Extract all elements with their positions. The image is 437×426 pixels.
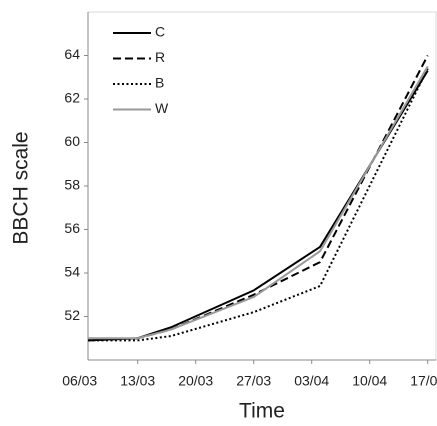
series-line [88,68,429,342]
y-tick-label: 62 [64,90,80,106]
legend-label: B [155,75,164,91]
x-tick-label: 13/03 [120,373,155,389]
legend-label: W [155,100,169,116]
legend-label: C [155,24,165,40]
y-tick-label: 58 [64,177,80,193]
y-tick-label: 54 [64,264,80,280]
y-tick-label: 60 [64,133,80,149]
y-axis-title: BBCH scale [10,131,33,244]
x-tick-label: 17/04 [410,373,437,389]
y-tick-label: 64 [64,46,80,62]
x-axis-title: Time [239,400,285,423]
x-tick-label: 27/03 [236,373,271,389]
y-tick-label: 52 [64,307,80,323]
series-line [87,70,429,342]
plot-frame [87,11,437,361]
x-tick-label: 06/03 [62,373,97,389]
series-line [88,65,429,340]
x-tick-label: 03/04 [294,373,329,389]
x-tick-label: 10/04 [352,373,387,389]
y-tick-label: 56 [64,220,80,236]
x-tick-label: 20/03 [178,373,213,389]
legend-label: R [155,49,165,65]
series-line [87,55,429,342]
